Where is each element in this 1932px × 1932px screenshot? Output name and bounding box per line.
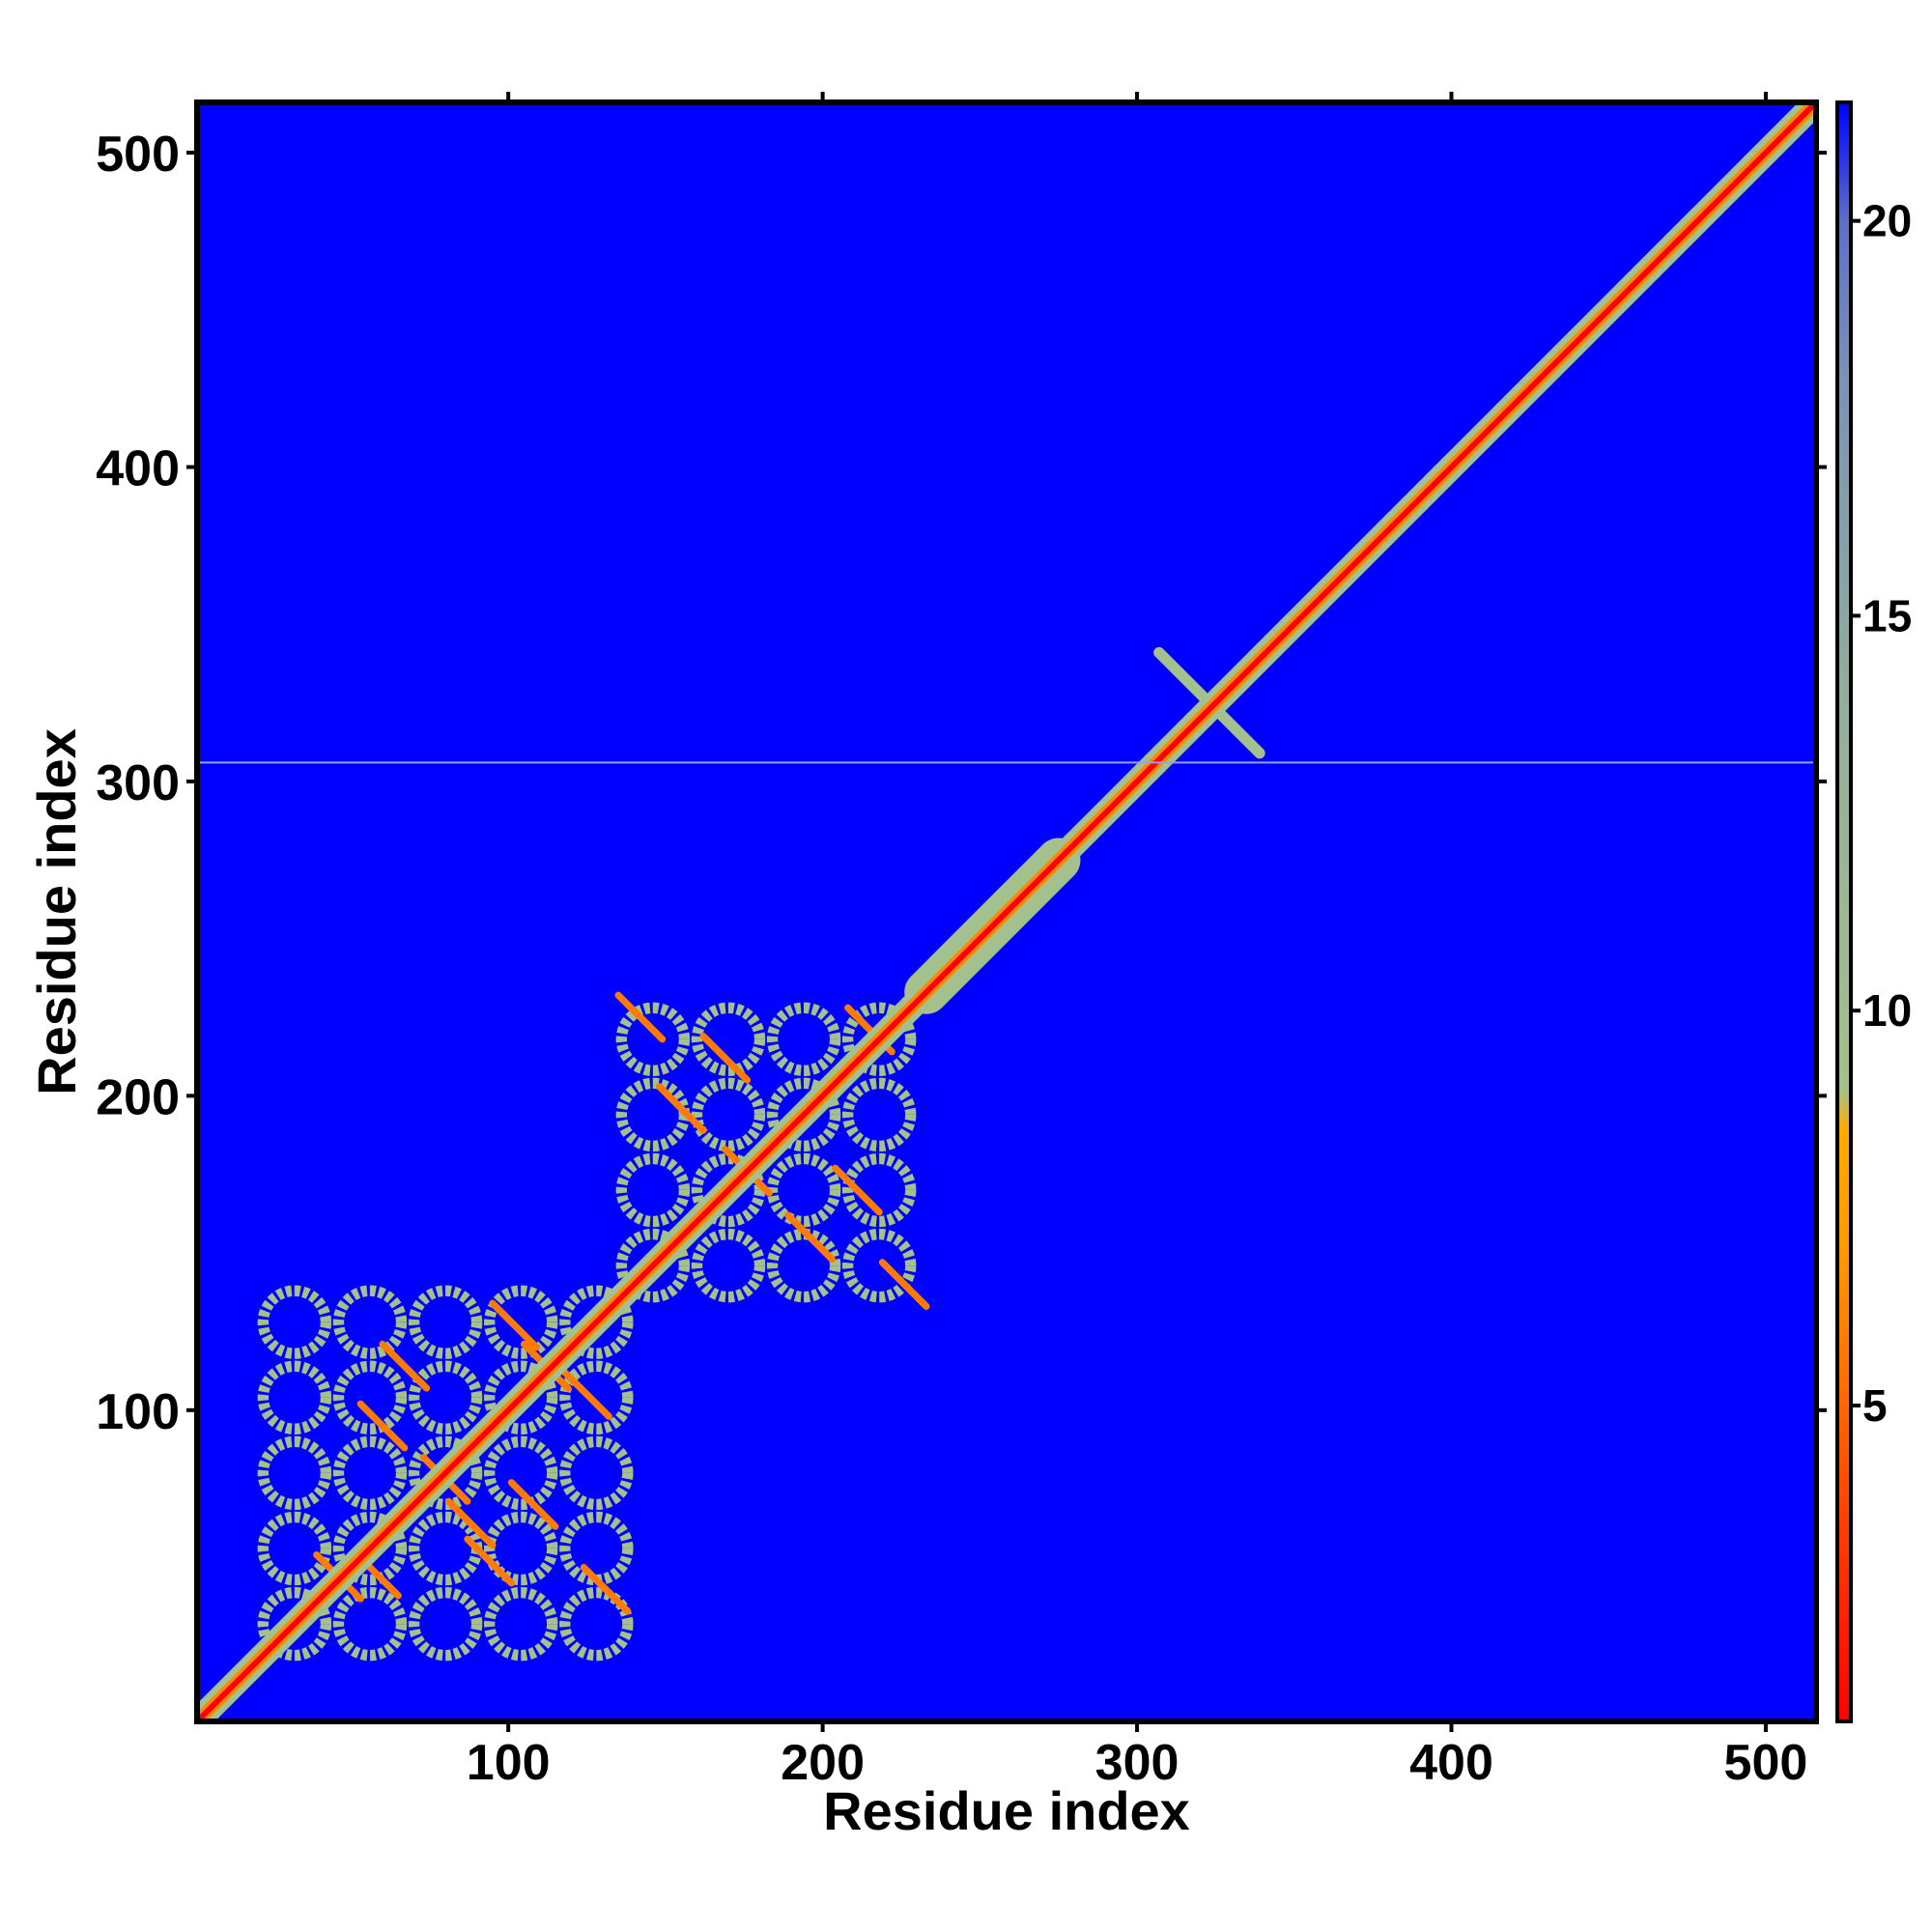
diagonal-core bbox=[197, 102, 1816, 1721]
contact-ring bbox=[483, 1586, 558, 1662]
antiparallel-contact bbox=[614, 991, 667, 1043]
contact-ring bbox=[559, 1360, 634, 1435]
antiparallel-contact bbox=[379, 1340, 431, 1392]
antiparallel-contact bbox=[784, 1211, 836, 1264]
contact-ring bbox=[766, 1002, 841, 1077]
contact-ring bbox=[257, 1511, 332, 1586]
y-tick-label: 200 bbox=[96, 1069, 180, 1125]
contact-ring bbox=[257, 1360, 332, 1435]
antiparallel-contact bbox=[356, 1400, 409, 1452]
contact-ring bbox=[257, 1435, 332, 1511]
contact-ring bbox=[483, 1511, 558, 1586]
antiparallel-contact bbox=[878, 1259, 930, 1311]
antiparallel-contact bbox=[580, 1563, 632, 1615]
x-tick-label: 300 bbox=[1095, 1735, 1179, 1791]
antiparallel-contact bbox=[464, 1535, 516, 1587]
contact-ring bbox=[559, 1435, 634, 1511]
contact-ring bbox=[257, 1285, 332, 1359]
contact-ring bbox=[691, 1002, 766, 1077]
domain-2 bbox=[614, 991, 930, 1311]
contact-ring bbox=[691, 1077, 766, 1152]
y-tick-label: 300 bbox=[96, 755, 180, 811]
x-tick-label: 200 bbox=[781, 1735, 865, 1791]
contact-ring bbox=[483, 1285, 558, 1359]
contact-ring bbox=[332, 1360, 408, 1435]
heatmap-cells bbox=[197, 102, 1816, 1721]
contact-ring bbox=[332, 1285, 408, 1359]
contact-ring bbox=[691, 1152, 766, 1228]
contact-ring bbox=[257, 1586, 332, 1662]
colorbar-tick-label: 10 bbox=[1862, 985, 1912, 1036]
contact-ring bbox=[332, 1435, 408, 1511]
contact-ring bbox=[408, 1435, 483, 1511]
contact-ring bbox=[408, 1285, 483, 1359]
contact-ring bbox=[483, 1360, 558, 1435]
x-axis: 100 200 300 400 500 bbox=[467, 92, 1808, 1791]
contact-ring bbox=[559, 1285, 634, 1359]
colorbar-tick-label: 5 bbox=[1862, 1380, 1888, 1431]
y-tick-label: 100 bbox=[96, 1384, 180, 1440]
contact-ring bbox=[691, 1228, 766, 1303]
x-tick-label: 500 bbox=[1724, 1735, 1808, 1791]
contact-ring bbox=[332, 1586, 408, 1662]
antiparallel-contact bbox=[655, 1083, 707, 1134]
contact-ring bbox=[766, 1077, 841, 1152]
antiparallel-contact bbox=[699, 1032, 752, 1084]
colorbar-tick-label: 15 bbox=[1862, 590, 1912, 640]
antiparallel-contact bbox=[832, 1164, 883, 1216]
y-axis-title: Residue index bbox=[26, 728, 87, 1095]
y-axis: 100 200 300 400 500 bbox=[96, 127, 1827, 1440]
contact-ring bbox=[483, 1435, 558, 1511]
x-tick-label: 400 bbox=[1409, 1735, 1493, 1791]
contact-ring bbox=[766, 1152, 841, 1228]
contact-ring bbox=[615, 1152, 691, 1228]
y-tick-label: 500 bbox=[96, 127, 180, 183]
antiparallel-contact bbox=[561, 1369, 612, 1420]
contact-ring bbox=[408, 1360, 483, 1435]
antiparallel-contact bbox=[444, 1497, 497, 1549]
contact-ring bbox=[408, 1586, 483, 1662]
contact-ring bbox=[615, 1002, 691, 1077]
contact-ring bbox=[559, 1586, 634, 1662]
colorbar-tick-label: 20 bbox=[1862, 196, 1912, 246]
colorbar bbox=[1835, 100, 1853, 1723]
contact-ring bbox=[841, 1002, 917, 1077]
plot-frame bbox=[194, 99, 1819, 1724]
domain-1 bbox=[257, 1285, 634, 1662]
contact-ring bbox=[559, 1511, 634, 1586]
colorbar-axis: 5 10 15 20 bbox=[1851, 196, 1912, 1431]
contact-ring bbox=[841, 1152, 917, 1228]
contact-ring bbox=[615, 1228, 691, 1303]
antiparallel-contact bbox=[489, 1299, 541, 1351]
contact-ring bbox=[841, 1077, 917, 1152]
antiparallel-contact bbox=[507, 1479, 559, 1530]
contact-ring bbox=[841, 1228, 917, 1303]
contact-ring bbox=[332, 1511, 408, 1586]
y-tick-label: 400 bbox=[96, 441, 180, 497]
x-tick-label: 100 bbox=[467, 1735, 551, 1791]
x-axis-title: Residue index bbox=[823, 1780, 1190, 1841]
